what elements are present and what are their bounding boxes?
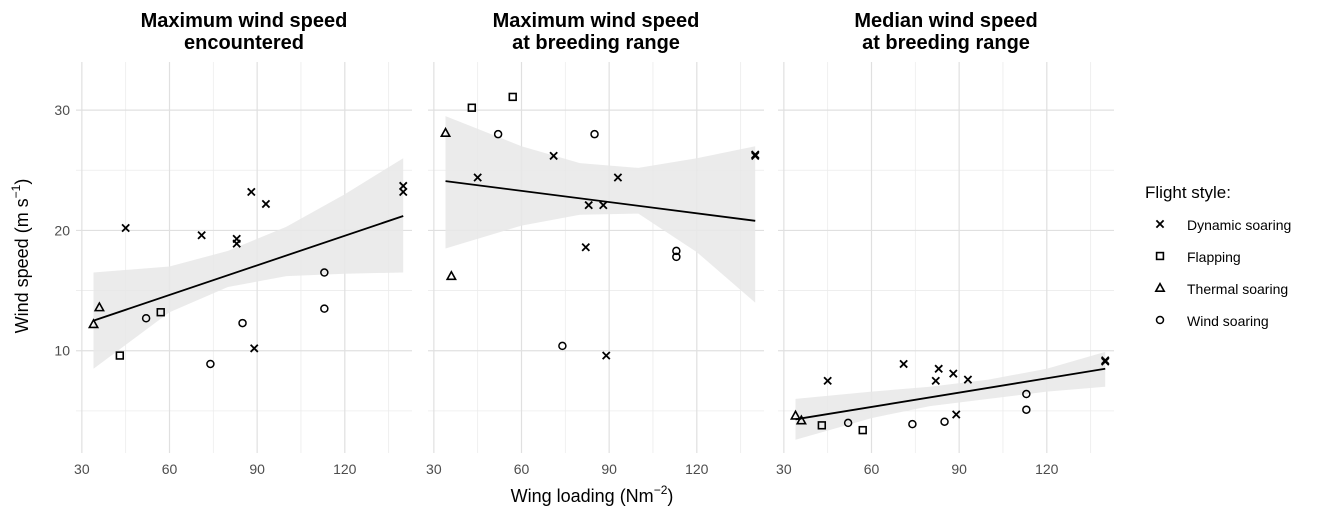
data-point bbox=[439, 126, 452, 137]
data-point bbox=[908, 419, 917, 429]
legend-key bbox=[1154, 281, 1166, 293]
data-point bbox=[858, 425, 867, 435]
legend-items: Dynamic soaring Flapping Thermal soaring Wi… bbox=[1154, 217, 1291, 329]
data-point bbox=[672, 246, 681, 256]
data-point bbox=[87, 318, 100, 329]
data-point bbox=[940, 417, 949, 426]
data-point bbox=[750, 151, 760, 161]
data-point bbox=[206, 359, 215, 369]
data-point bbox=[599, 200, 608, 210]
x-tick-label: 30 bbox=[426, 461, 442, 477]
data-point bbox=[949, 369, 958, 378]
data-point bbox=[115, 351, 125, 360]
y-axis-title: Wind speed (m s−1) bbox=[9, 179, 32, 334]
legend-item: Thermal soaring bbox=[1154, 281, 1288, 297]
data-point bbox=[398, 187, 408, 197]
x-tick-label: 60 bbox=[864, 461, 880, 477]
data-point bbox=[232, 234, 241, 244]
confidence-band bbox=[93, 158, 404, 369]
data-point bbox=[963, 375, 973, 384]
legend-label: Wind soaring bbox=[1187, 313, 1269, 329]
data-point bbox=[473, 173, 482, 182]
x-tick-label: 90 bbox=[601, 461, 617, 477]
data-point bbox=[261, 199, 271, 209]
y-tick-label: 10 bbox=[54, 343, 70, 359]
legend-label: Thermal soaring bbox=[1187, 281, 1288, 297]
legend-title: Flight style: bbox=[1145, 183, 1231, 202]
data-point bbox=[823, 376, 832, 386]
x-tick-label: 120 bbox=[685, 461, 709, 477]
data-point bbox=[558, 341, 567, 351]
data-point bbox=[672, 252, 681, 262]
y-tick-label: 30 bbox=[54, 102, 70, 118]
data-point bbox=[951, 410, 961, 419]
x-axis-title: Wing loading (Nm−2) bbox=[511, 483, 674, 506]
data-point bbox=[141, 314, 151, 323]
data-point bbox=[493, 129, 503, 139]
data-point bbox=[320, 268, 329, 277]
x-tick-label: 60 bbox=[162, 461, 178, 477]
data-point bbox=[843, 418, 853, 428]
legend-key bbox=[1155, 251, 1165, 261]
panel-title-line: at breeding range bbox=[512, 32, 680, 54]
x-tick-label: 120 bbox=[1035, 461, 1059, 477]
data-point bbox=[1100, 357, 1110, 366]
data-point bbox=[549, 151, 558, 161]
legend-item: Dynamic soaring bbox=[1155, 217, 1291, 233]
data-point bbox=[508, 92, 517, 102]
legend-key bbox=[1155, 315, 1165, 325]
panel-title-line: Maximum wind speed bbox=[493, 10, 700, 32]
legend-key bbox=[1155, 219, 1165, 229]
data-point bbox=[445, 270, 457, 281]
panel-title-line: at breeding range bbox=[862, 32, 1030, 54]
data-point bbox=[1022, 389, 1031, 399]
legend-item: Flapping bbox=[1155, 249, 1241, 265]
data-point bbox=[467, 103, 477, 112]
legend-item: Wind soaring bbox=[1155, 313, 1269, 329]
x-tick-label: 30 bbox=[74, 461, 90, 477]
legend: Flight style: Dynamic soaring Flapping The… bbox=[1145, 183, 1291, 329]
data-point bbox=[238, 318, 247, 328]
data-point bbox=[581, 243, 591, 252]
y-tick-label: 20 bbox=[54, 222, 70, 238]
data-point bbox=[197, 231, 206, 240]
data-point bbox=[1022, 405, 1031, 414]
regression-line bbox=[445, 180, 756, 222]
x-tick-label: 90 bbox=[249, 461, 265, 477]
data-point bbox=[584, 200, 593, 210]
x-tick-label: 60 bbox=[514, 461, 530, 477]
regression-line bbox=[795, 367, 1106, 421]
data-point bbox=[247, 187, 256, 197]
data-point bbox=[601, 351, 611, 360]
data-point bbox=[590, 129, 599, 139]
legend-label: Dynamic soaring bbox=[1187, 217, 1291, 233]
data-point bbox=[817, 421, 827, 430]
data-point bbox=[156, 308, 165, 317]
x-tick-label: 30 bbox=[776, 461, 792, 477]
data-point bbox=[249, 344, 259, 353]
x-tick-label: 120 bbox=[333, 461, 357, 477]
panel-title-line: Median wind speed bbox=[854, 10, 1037, 32]
data-point bbox=[320, 304, 329, 313]
data-point bbox=[899, 359, 908, 369]
panel-title-line: encountered bbox=[184, 32, 304, 54]
legend-label: Flapping bbox=[1187, 249, 1241, 265]
data-point bbox=[931, 376, 941, 386]
data-point bbox=[121, 223, 130, 233]
panel-title-line: Maximum wind speed bbox=[141, 10, 348, 32]
data-point bbox=[613, 173, 623, 182]
data-point bbox=[789, 409, 802, 420]
confidence-band bbox=[795, 351, 1106, 440]
regression-line bbox=[93, 215, 404, 322]
data-point bbox=[795, 414, 807, 425]
x-tick-label: 90 bbox=[951, 461, 967, 477]
data-point bbox=[93, 301, 105, 312]
data-point bbox=[934, 364, 943, 374]
